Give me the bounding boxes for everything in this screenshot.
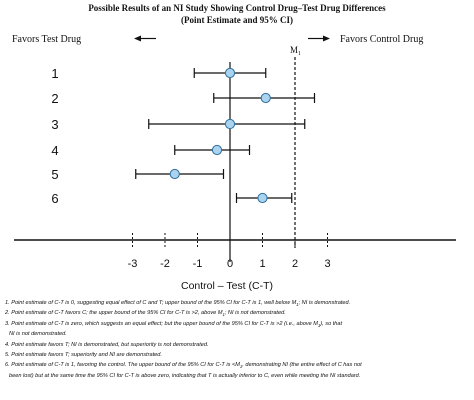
margin-label-main: M <box>290 45 298 55</box>
footnote-7: 6. Point estimate of C-T is 1, favoring … <box>5 360 473 370</box>
footnote-text: 5. Point estimate favors T; superiority … <box>5 352 162 359</box>
row-label: 3 <box>51 117 58 132</box>
favors-test-label: Favors Test Drug <box>12 34 81 45</box>
footnote-1: 1. Point estimate of C-T is 0, suggestin… <box>5 298 473 308</box>
footnotes: 1. Point estimate of C-T is 0, suggestin… <box>5 298 473 381</box>
footnote-subscript: 1 <box>239 364 243 370</box>
footnote-8: been lost) but at the same time the 95% … <box>5 371 473 381</box>
footnote-text-continued: , demonstrating NI (the entire effect of… <box>242 362 362 369</box>
margin-label: M1 <box>290 45 301 57</box>
footnote-text-continued: ; NI is not demonstrated. <box>224 310 286 317</box>
footnote-text: 3. Point estimate of C-T is zero, which … <box>5 320 318 327</box>
footnote-3: 3. Point estimate of C-T is zero, which … <box>5 319 473 329</box>
x-tick-label: 1 <box>259 258 265 270</box>
x-tick-label: -1 <box>193 258 203 270</box>
row-label: 4 <box>51 143 58 158</box>
footnote-5: 4. Point estimate favors T; NI is demons… <box>5 340 473 350</box>
row-label: 6 <box>51 191 58 206</box>
footnote-4: NI is not demonstrated. <box>5 329 473 339</box>
footnote-text: been lost) but at the same time the 95% … <box>9 372 361 379</box>
x-tick-label: 2 <box>292 258 298 270</box>
x-tick-label: 3 <box>324 258 330 270</box>
estimate-row-3: 3 <box>51 117 306 132</box>
footnote-2: 2. Point estimate of C-T favors C; the u… <box>5 308 473 318</box>
x-tick-label: -2 <box>160 258 170 270</box>
favors-control-arrowhead <box>323 35 330 42</box>
point-estimate <box>224 67 236 79</box>
footnote-text-continued: ; NI is demonstrated. <box>298 300 351 306</box>
footnote-text-continued: ), so that <box>320 320 343 327</box>
footnote-subscript: 1 <box>317 322 321 328</box>
point-estimate <box>224 118 236 130</box>
footnote-text: NI is not demonstrated. <box>9 331 67 338</box>
footnote-text: 6. Point estimate of C-T is 1, favoring … <box>5 362 240 369</box>
point-estimate <box>211 144 223 156</box>
favors-test-arrowhead <box>134 35 141 42</box>
row-label: 5 <box>51 167 58 182</box>
point-estimate <box>257 192 268 204</box>
row-label: 1 <box>51 66 58 81</box>
estimate-row-2: 2 <box>51 91 316 106</box>
estimate-row-4: 4 <box>51 143 251 158</box>
footnote-6: 5. Point estimate favors T; superiority … <box>5 350 473 360</box>
footnote-text: 1. Point estimate of C-T is 0, suggestin… <box>5 300 297 306</box>
x-tick-label: 0 <box>227 258 233 270</box>
x-tick-label: -3 <box>128 258 138 270</box>
ni-study-chart: Possible Results of an NI Study Showing … <box>12 3 456 292</box>
footnote-text: 4. Point estimate favors T; NI is demons… <box>5 341 209 348</box>
chart-title-line-2: (Point Estimate and 95% CI) <box>181 15 293 25</box>
favors-control-label: Favors Control Drug <box>340 34 423 45</box>
chart-title-line-1: Possible Results of an NI Study Showing … <box>88 3 386 13</box>
point-estimate <box>169 168 180 180</box>
footnote-subscript: 1 <box>222 312 225 318</box>
estimate-row-1: 1 <box>51 66 267 81</box>
x-axis-label: Control – Test (C-T) <box>181 280 273 292</box>
estimate-row-6: 6 <box>51 191 293 206</box>
margin-label-sub: 1 <box>298 51 301 57</box>
estimate-row-5: 5 <box>51 167 225 182</box>
footnote-subscript: 1 <box>296 302 299 308</box>
point-estimate <box>260 92 271 104</box>
row-label: 2 <box>51 91 58 106</box>
footnote-text: 2. Point estimate of C-T favors C; the u… <box>5 310 223 317</box>
